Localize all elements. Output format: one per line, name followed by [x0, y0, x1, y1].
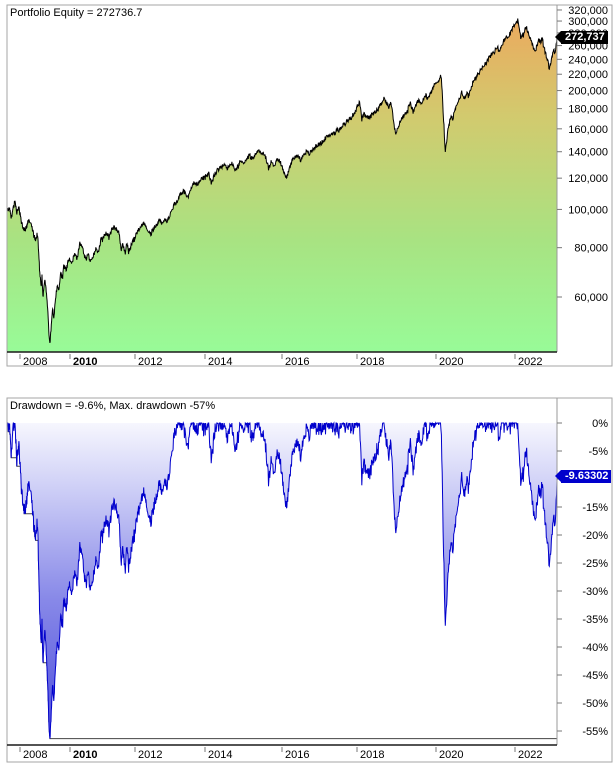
y-tick-label: 220,000 — [568, 69, 608, 81]
y-tick-label: 300,000 — [568, 16, 608, 28]
pane-border — [6, 397, 613, 763]
y-tick-label: -45% — [582, 670, 608, 682]
x-year-label: 2022 — [518, 356, 542, 368]
y-tick-label: -35% — [582, 614, 608, 626]
x-year-label: 2008 — [23, 356, 47, 368]
x-year-label: 2020 — [439, 356, 463, 368]
y-tick-label: 200,000 — [568, 86, 608, 98]
y-tick-label: 140,000 — [568, 147, 608, 159]
y-tick-label: 240,000 — [568, 54, 608, 66]
x-year-label: 2012 — [138, 356, 162, 368]
x-year-label: 2014 — [208, 749, 232, 761]
equity-area — [7, 18, 557, 352]
drawdown-current-value-badge: -9.63302 — [554, 470, 612, 483]
pane-border — [6, 4, 613, 367]
y-tick-label: 320,000 — [568, 5, 608, 17]
y-tick-label: -40% — [582, 642, 608, 654]
x-year-label: 2008 — [23, 749, 47, 761]
y-tick-label: -20% — [582, 530, 608, 542]
y-tick-label: 160,000 — [568, 124, 608, 136]
equity-current-value-badge: 272,737 — [555, 31, 608, 44]
x-year-label: 2010 — [73, 356, 97, 368]
x-year-label: 2018 — [360, 356, 384, 368]
x-year-label: 2010 — [73, 749, 97, 761]
equity-line — [6, 18, 558, 344]
x-year-label: 2012 — [138, 749, 162, 761]
drawdown-area — [7, 423, 557, 739]
x-year-label: 2016 — [285, 356, 309, 368]
y-tick-label: 0% — [592, 418, 608, 430]
y-tick-label: 60,000 — [574, 292, 608, 304]
y-tick-label: 100,000 — [568, 204, 608, 216]
y-tick-label: 180,000 — [568, 104, 608, 116]
y-tick-label: 120,000 — [568, 173, 608, 185]
x-year-label: 2018 — [360, 749, 384, 761]
y-tick-label: -55% — [582, 726, 608, 738]
x-year-label: 2020 — [439, 749, 463, 761]
y-tick-label: -5% — [588, 446, 608, 458]
drawdown-chart-title: Drawdown = -9.6%, Max. drawdown -57% — [10, 400, 216, 412]
y-tick-label: -50% — [582, 698, 608, 710]
y-tick-label: 80,000 — [574, 243, 608, 255]
y-tick-label: -15% — [582, 502, 608, 514]
x-year-label: 2022 — [518, 749, 542, 761]
y-tick-label: -30% — [582, 586, 608, 598]
x-year-label: 2016 — [285, 749, 309, 761]
equity-chart-title: Portfolio Equity = 272736.7 — [10, 7, 143, 19]
y-tick-label: -25% — [582, 558, 608, 570]
x-year-label: 2014 — [208, 356, 232, 368]
drawdown-line — [7, 421, 558, 739]
